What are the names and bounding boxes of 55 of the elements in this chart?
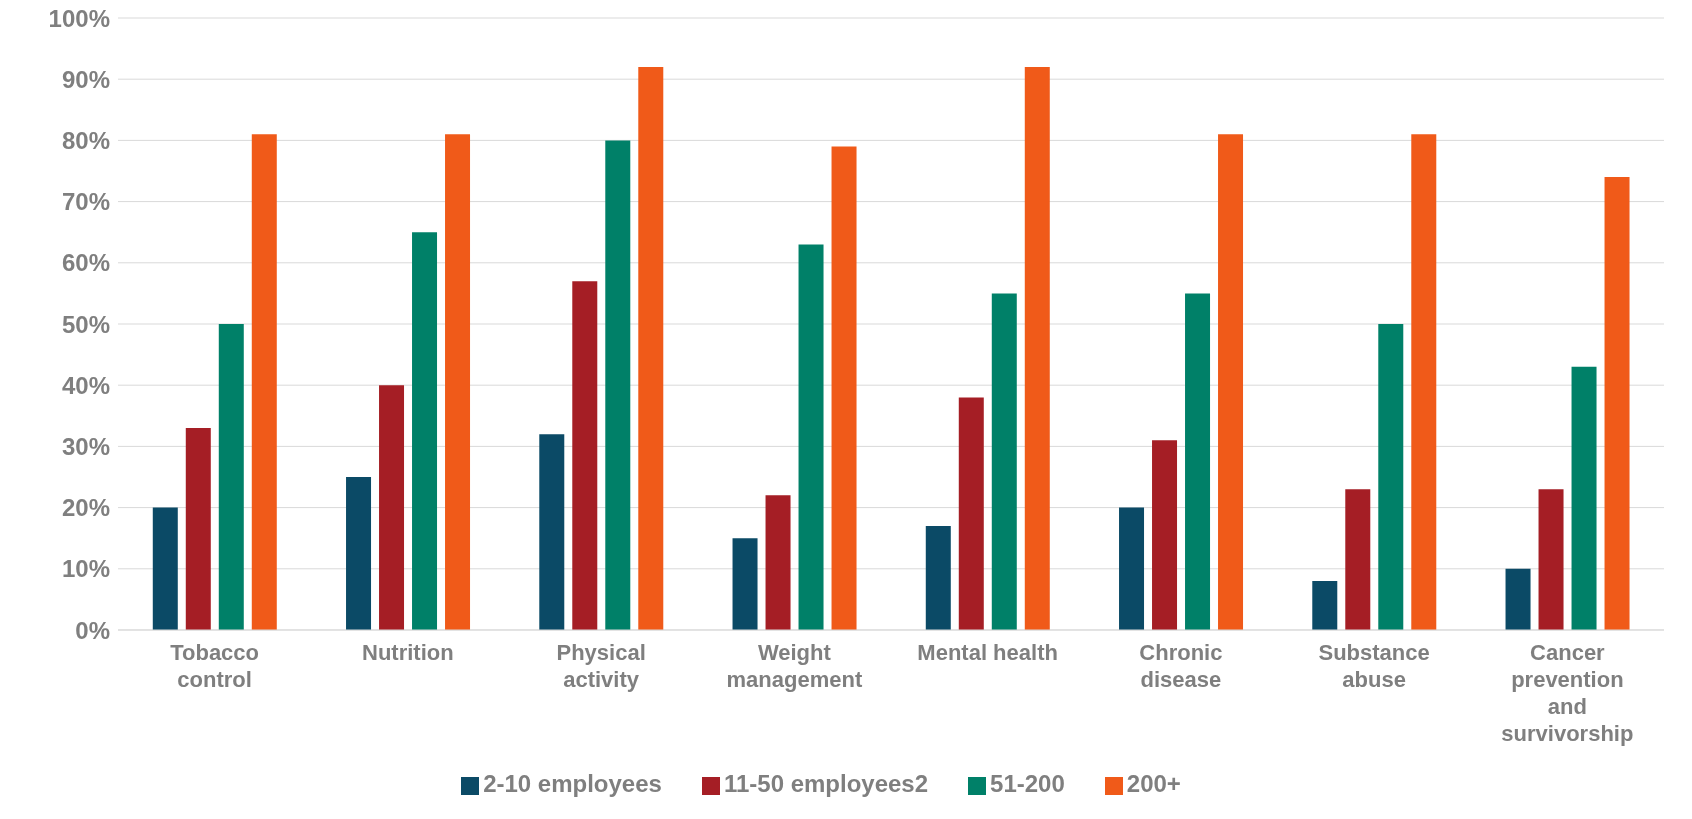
x-tick-label: Chronic disease	[1139, 640, 1223, 692]
bar	[605, 140, 631, 630]
bar	[638, 66, 664, 630]
bar	[831, 146, 857, 630]
bar	[379, 385, 405, 630]
bar	[1378, 324, 1404, 630]
x-tick-label: Nutrition	[362, 640, 454, 665]
legend-label: 200+	[1126, 770, 1181, 797]
x-tick-label: Tobacco control	[170, 640, 260, 692]
bar	[925, 525, 951, 630]
bar	[1119, 507, 1145, 630]
y-tick-label: 40%	[61, 371, 110, 399]
y-tick-label: 50%	[61, 310, 110, 338]
bar	[412, 232, 438, 630]
bar	[346, 477, 372, 630]
legend-label: 2-10 employees	[483, 770, 662, 797]
bar	[251, 134, 277, 630]
bar	[991, 293, 1017, 630]
y-tick-label: 90%	[61, 65, 110, 93]
y-tick-label: 60%	[61, 249, 110, 277]
bar	[1604, 177, 1630, 630]
y-tick-label: 100%	[48, 4, 110, 32]
bar	[445, 134, 471, 630]
bar	[1571, 366, 1597, 630]
bar	[732, 538, 758, 630]
bar	[1505, 568, 1531, 630]
bar	[572, 281, 598, 630]
y-tick-label: 10%	[61, 555, 110, 583]
bar	[1024, 66, 1050, 630]
bar	[1538, 489, 1564, 630]
bar	[765, 495, 791, 630]
bar	[1218, 134, 1244, 630]
bar	[152, 507, 178, 630]
legend-label: 11-50 employees2	[723, 770, 929, 797]
x-tick-label: Mental health	[917, 640, 1058, 665]
bar	[958, 397, 984, 630]
x-tick-label: Weight management	[726, 640, 863, 692]
x-tick-label: Physical activity	[556, 640, 646, 692]
legend-label: 51-200	[990, 770, 1065, 797]
bar	[185, 428, 211, 630]
x-tick-label: Cancer prevention and survivorship	[1501, 640, 1634, 746]
bar	[539, 434, 565, 630]
bar	[218, 324, 244, 630]
bar	[1152, 440, 1178, 630]
y-tick-label: 30%	[61, 432, 110, 460]
y-tick-label: 70%	[61, 188, 110, 216]
bar	[1185, 293, 1211, 630]
bar	[798, 244, 824, 630]
x-tick-label: Substance abuse	[1318, 640, 1430, 692]
y-tick-label: 80%	[61, 126, 110, 154]
bar	[1345, 489, 1371, 630]
bar	[1312, 581, 1338, 630]
y-tick-label: 20%	[61, 494, 110, 522]
y-tick-label: 0%	[75, 616, 110, 644]
bar	[1411, 134, 1437, 630]
